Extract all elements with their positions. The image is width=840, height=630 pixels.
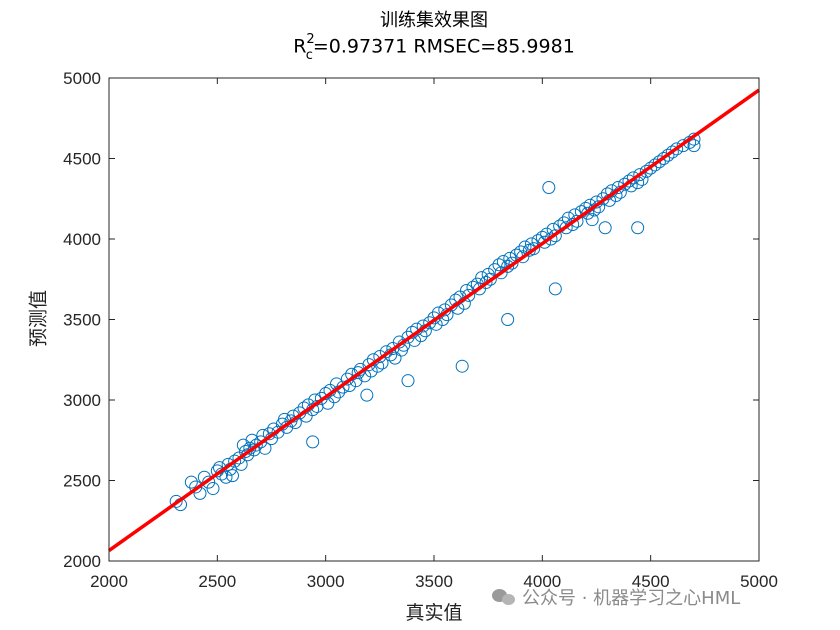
- data-point: [501, 259, 515, 273]
- data-point: [657, 152, 671, 165]
- data-point: [184, 475, 198, 489]
- fit-line: [107, 88, 761, 552]
- y-tick-label: 5000: [63, 69, 101, 88]
- data-point: [596, 192, 610, 206]
- data-point: [228, 454, 242, 468]
- data-point: [314, 391, 328, 405]
- x-axis-label: 真实值: [405, 602, 463, 624]
- data-point: [527, 242, 541, 256]
- wechat-icon: [492, 587, 516, 607]
- y-tick-label: 2500: [63, 472, 101, 491]
- data-point: [479, 275, 493, 289]
- subtitle-subscript: c: [305, 48, 313, 64]
- data-point: [249, 438, 263, 452]
- data-point: [492, 258, 506, 272]
- data-point: [245, 433, 259, 447]
- data-point: [401, 374, 415, 388]
- subtitle-superscript: 2: [306, 32, 315, 47]
- data-point: [501, 313, 515, 326]
- data-point: [559, 221, 573, 235]
- data-point: [219, 470, 233, 484]
- data-point: [226, 469, 239, 483]
- data-point: [518, 240, 532, 254]
- data-point: [462, 288, 476, 302]
- chart-title: 训练集效果图: [380, 10, 488, 31]
- x-tick-label: 2000: [90, 572, 128, 591]
- data-point: [423, 316, 437, 330]
- data-point: [626, 171, 640, 185]
- data-point: [538, 235, 551, 249]
- y-tick-label: 2000: [63, 552, 101, 571]
- data-point: [169, 494, 183, 508]
- watermark: 公众号 · 机器学习之心HML: [492, 584, 740, 610]
- y-tick-label: 3500: [63, 311, 101, 330]
- data-point: [687, 139, 701, 153]
- chart-subtitle: R2c=0.97371 RMSEC=85.9981: [109, 32, 759, 64]
- data-point: [661, 148, 675, 162]
- data-point: [665, 145, 679, 159]
- x-tick-label: 5000: [740, 572, 778, 591]
- y-tick-label: 3000: [63, 391, 101, 410]
- data-point: [475, 271, 489, 285]
- data-point: [401, 330, 415, 344]
- data-point: [618, 177, 632, 191]
- data-point: [544, 232, 558, 246]
- subtitle-metrics: =0.97371 RMSEC=85.9981: [312, 35, 575, 58]
- data-point: [652, 155, 666, 169]
- x-tick-label: 3500: [415, 572, 453, 591]
- x-tick-label: 2500: [198, 572, 236, 591]
- data-point: [236, 438, 250, 452]
- axis-ticks: 2000 2500 3000 3500 4000 4500 5000 2000 2500 3000…: [63, 69, 778, 591]
- subtitle-prefix: R: [293, 35, 307, 58]
- y-tick-label: 4000: [63, 230, 101, 249]
- x-tick-label: 3000: [307, 572, 345, 591]
- data-point: [388, 351, 402, 365]
- scatter-points: [169, 132, 701, 512]
- data-point: [670, 142, 684, 156]
- data-point: [496, 255, 510, 269]
- data-point: [676, 139, 690, 153]
- fit-line-group: [107, 88, 761, 552]
- data-point: [548, 282, 562, 296]
- x-tick-label: 4000: [523, 572, 561, 591]
- data-point: [360, 388, 374, 402]
- data-point: [598, 221, 612, 235]
- data-point: [581, 206, 595, 220]
- x-tick-label: 4500: [632, 572, 670, 591]
- data-point: [351, 366, 365, 380]
- data-point: [644, 161, 658, 175]
- data-point: [362, 358, 376, 372]
- data-point: [648, 158, 662, 172]
- data-point: [258, 441, 272, 455]
- data-point: [639, 164, 653, 178]
- data-point: [585, 213, 599, 227]
- y-tick-label: 4500: [63, 150, 101, 169]
- data-point: [206, 482, 220, 496]
- y-axis-label: 预测值: [27, 290, 50, 348]
- data-point: [306, 435, 320, 449]
- data-point: [631, 221, 645, 235]
- data-point: [542, 180, 556, 194]
- data-point: [505, 256, 519, 270]
- data-point: [455, 359, 469, 373]
- watermark-text: 公众号 · 机器学习之心HML: [522, 588, 741, 609]
